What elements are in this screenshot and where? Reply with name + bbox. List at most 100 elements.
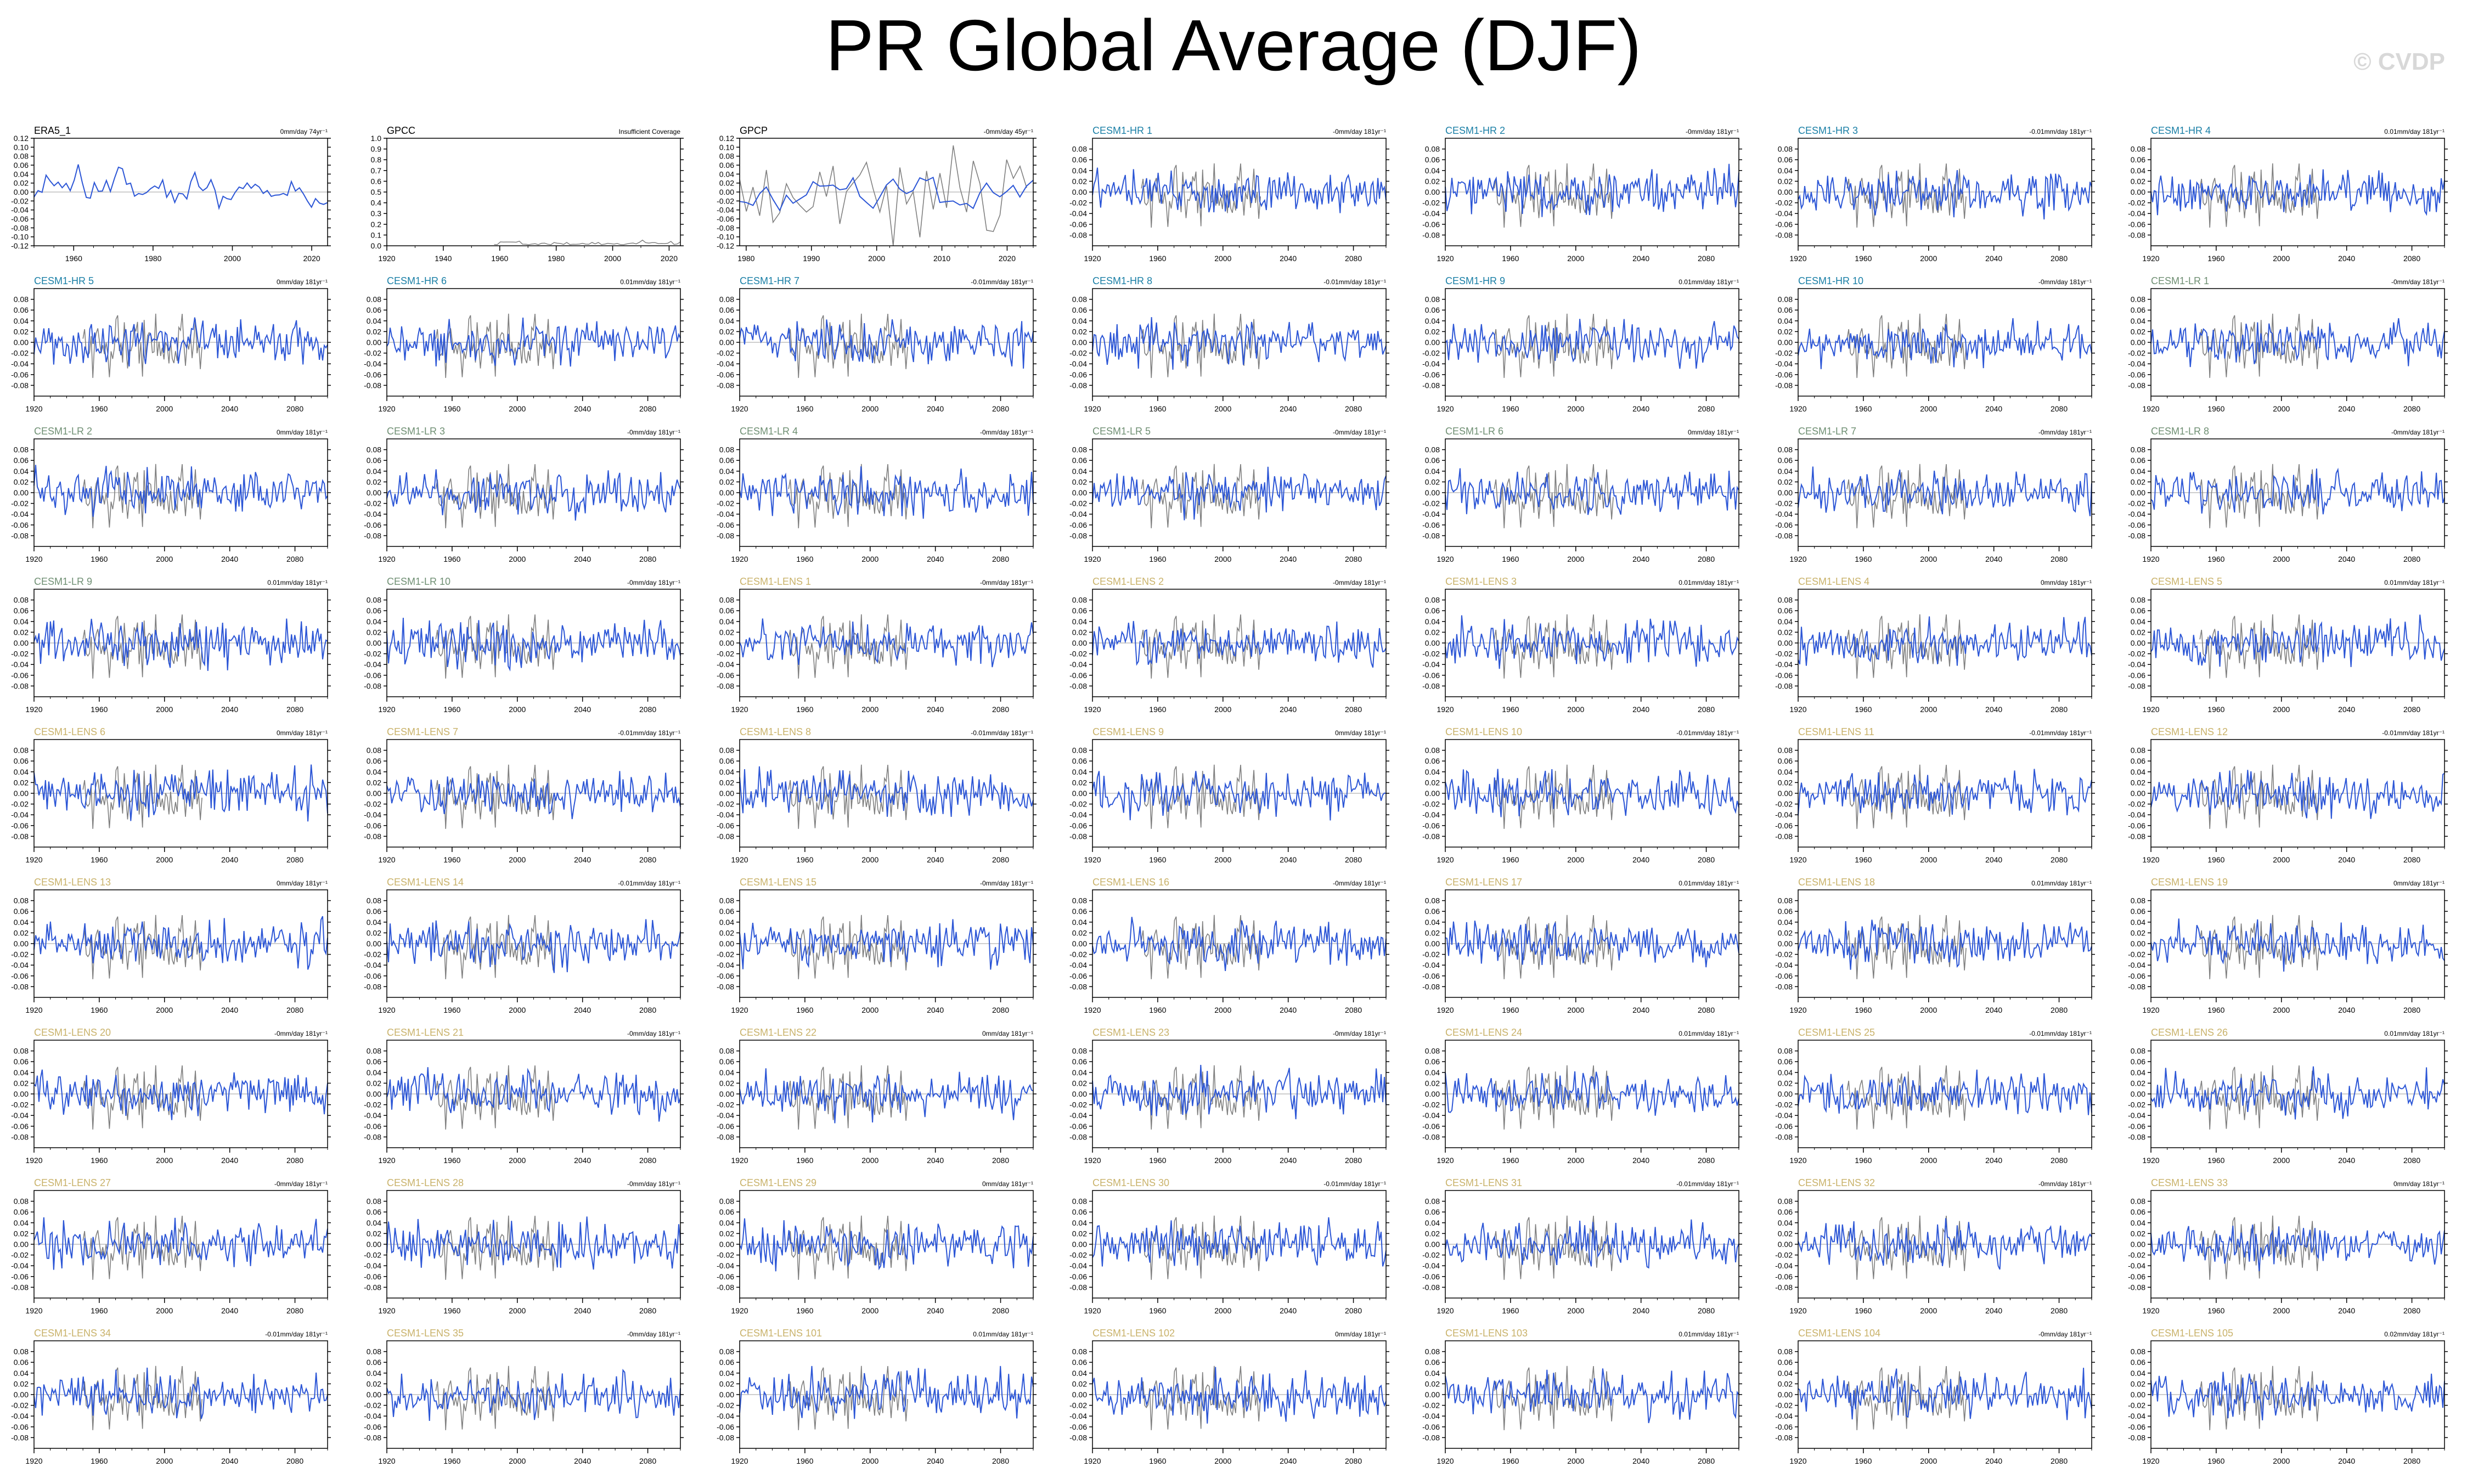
y-tick-label: -0.04: [717, 510, 734, 518]
y-tick-label: -0.04: [11, 660, 29, 669]
y-tick-label: -0.06: [364, 370, 381, 379]
x-tick-label: 2080: [1345, 705, 1362, 714]
panel-trend: -0.01mm/day 181yr⁻¹: [265, 1330, 328, 1338]
y-tick-label: 0.04: [2131, 768, 2145, 776]
panel: CESM1-LENS 2 -0mm/day 181yr⁻¹ 0.080.06 0.04…: [1069, 576, 1389, 714]
y-tick-label: 0.02: [2131, 628, 2145, 636]
y-tick-label: 0.12: [719, 134, 734, 143]
y-tick-label: -0.04: [1069, 209, 1087, 218]
panel-trend: -0.01mm/day 181yr⁻¹: [2029, 729, 2092, 737]
panel: CESM1-LENS 31 -0.01mm/day 181yr⁻¹ 0.080.06…: [1422, 1177, 1742, 1315]
y-tick-label: 0.02: [367, 477, 381, 486]
y-tick-label: 0.08: [1072, 596, 1087, 605]
x-tick-label: 2000: [2273, 404, 2290, 413]
series-line: [1092, 1065, 1387, 1120]
plot-frame: [1092, 1190, 1387, 1299]
y-tick-label: 0.06: [1425, 306, 1440, 314]
y-tick-label: -0.08: [11, 531, 29, 540]
panel-title: CESM1-LENS 27: [34, 1177, 111, 1188]
y-tick-label: 0.08: [1072, 746, 1087, 755]
y-tick-label: -0.08: [11, 982, 29, 991]
x-tick-label: 2000: [1214, 404, 1231, 413]
y-tick-label: -0.04: [1775, 1261, 1793, 1270]
panel-title: CESM1-LENS 34: [34, 1328, 111, 1339]
y-tick-label: 0.02: [2131, 1379, 2145, 1388]
panel: CESM1-LENS 30 -0.01mm/day 181yr⁻¹ 0.080.06…: [1069, 1177, 1389, 1315]
x-tick-label: 2080: [1345, 555, 1362, 563]
y-tick-label: -0.08: [11, 1132, 29, 1141]
panel-trend: -0.01mm/day 181yr⁻¹: [1676, 729, 1739, 737]
y-tick-label: 0.08: [1778, 1347, 1793, 1356]
y-tick-label: 0.06: [14, 306, 29, 314]
panel-title: CESM1-LENS 13: [34, 877, 111, 888]
panel: CESM1-HR 9 0.01mm/day 181yr⁻¹ 0.08 0.06 0.04…: [1422, 275, 1742, 413]
x-tick-label: 2000: [1567, 555, 1584, 563]
x-tick-label: 1960: [1502, 1457, 1519, 1465]
x-tick-label: 2040: [221, 1006, 238, 1014]
series-line: [33, 317, 328, 367]
y-tick-label: -0.08: [717, 531, 734, 540]
panel-trend: -0mm/day 181yr⁻¹: [2038, 428, 2092, 436]
obs-overlay-line: [788, 1215, 908, 1280]
panel-trend: 0.01mm/day 181yr⁻¹: [1679, 278, 1739, 286]
y-tick-label: -0.08: [717, 681, 734, 690]
x-tick-label: 2040: [1632, 254, 1649, 263]
y-tick-label: 0.2: [371, 220, 382, 229]
y-tick-label: -0.04: [364, 1412, 381, 1420]
panel: CESM1-LENS 11 -0.01mm/day 181yr⁻¹ 0.08 0.06…: [1775, 726, 2095, 864]
x-tick-label: 2080: [639, 1006, 656, 1014]
y-tick-label: 0.6: [371, 177, 382, 185]
series-line: [386, 1067, 681, 1122]
y-tick-label: 0.04: [1072, 617, 1087, 626]
y-tick-label: 0.04: [2131, 918, 2145, 927]
x-tick-label: 2040: [1985, 404, 2002, 413]
y-tick-label: 0.06: [1072, 1207, 1087, 1216]
panel-trend: 0mm/day 181yr⁻¹: [2041, 579, 2092, 586]
x-tick-label: 2080: [1345, 1156, 1362, 1165]
x-tick-label: 1960: [1149, 1006, 1166, 1014]
y-tick-label: -0.06: [1069, 1272, 1087, 1281]
y-tick-label: -0.06: [717, 1423, 734, 1431]
x-tick-label: 1980: [548, 254, 565, 263]
y-tick-label: -0.08: [1422, 1283, 1440, 1291]
panel-title: CESM1-LENS 15: [740, 877, 816, 888]
x-tick-label: 2000: [1567, 404, 1584, 413]
x-tick-label: 1960: [1855, 1156, 1872, 1165]
panel-title: CESM1-HR 10: [1798, 275, 1863, 286]
x-tick-label: 1960: [1855, 855, 1872, 864]
x-tick-label: 2040: [221, 705, 238, 714]
x-tick-label: 2000: [1567, 1156, 1584, 1165]
panel: CESM1-LENS 105 0.02mm/day 181yr⁻¹ 0.08 0.06…: [2128, 1328, 2448, 1465]
plot-frame: [739, 1040, 1034, 1148]
panel: CESM1-LENS 34 -0.01mm/day 181yr⁻¹ 0.08 0.06…: [11, 1328, 331, 1465]
panel-title: CESM1-LENS 5: [2151, 576, 2222, 587]
panel-title: CESM1-LENS 12: [2151, 726, 2228, 737]
y-tick-label: -0.02: [364, 499, 381, 508]
y-tick-label: -0.06: [717, 1272, 734, 1281]
x-tick-label: 1920: [1084, 254, 1101, 263]
x-tick-label: 2080: [1345, 404, 1362, 413]
panel-title: CESM1-LENS 35: [387, 1328, 464, 1339]
plot-frame: [739, 889, 1034, 998]
y-tick-label: -0.02: [11, 349, 29, 358]
x-tick-label: 1960: [91, 1457, 108, 1465]
plot-frame: [386, 438, 681, 547]
x-tick-label: 1960: [796, 1457, 813, 1465]
y-tick-label: -0.02: [1069, 1251, 1087, 1260]
y-tick-label: -0.08: [1069, 982, 1087, 991]
x-tick-label: 1920: [25, 855, 42, 864]
y-tick-label: 0.00: [719, 1240, 734, 1249]
panel: CESM1-LENS 27 -0mm/day 181yr⁻¹ 0.080.06 0.0…: [11, 1177, 331, 1315]
series-line: [386, 771, 681, 820]
series-line: [739, 466, 1034, 519]
y-tick-label: 0.04: [719, 1068, 734, 1077]
x-tick-label: 2040: [927, 404, 944, 413]
y-tick-label: 0.00: [367, 1240, 381, 1249]
y-tick-label: -0.06: [1069, 521, 1087, 529]
panel-title: CESM1-LENS 32: [1798, 1177, 1875, 1188]
y-tick-label: 0.06: [2131, 456, 2145, 465]
y-tick-label: 0.08: [2131, 1347, 2145, 1356]
x-tick-label: 1920: [25, 1306, 42, 1315]
y-tick-label: 0.08: [14, 152, 29, 161]
y-tick-label: 0.02: [1425, 1229, 1440, 1238]
